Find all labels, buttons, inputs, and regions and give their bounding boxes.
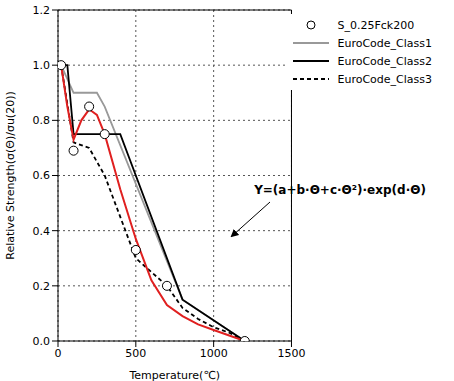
- svg-text:0.8: 0.8: [33, 114, 51, 127]
- html-text:EuroCode_Class2: EuroCode_Class2: [337, 54, 432, 68]
- svg-text:1.0: 1.0: [33, 59, 51, 72]
- html-text:S_0.25Fck200: S_0.25Fck200: [337, 18, 415, 32]
- svg-text:500: 500: [125, 347, 146, 360]
- svg-text:0.4: 0.4: [33, 225, 51, 238]
- svg-text:1.2: 1.2: [33, 4, 51, 17]
- svg-text:0: 0: [55, 347, 62, 360]
- svg-text:Relative Strength(σ(Θ)/σu(20)): Relative Strength(σ(Θ)/σu(20)): [8, 91, 17, 259]
- svg-text:1000: 1000: [200, 347, 228, 360]
- svg-text:1500: 1500: [277, 347, 305, 360]
- svg-text:0.0: 0.0: [33, 335, 51, 348]
- html-text:EuroCode_Class1: EuroCode_Class1: [337, 36, 432, 50]
- svg-text:Y=(a+b·Θ+c·Θ²)·exp(d·Θ): Y=(a+b·Θ+c·Θ²)·exp(d·Θ): [253, 183, 426, 197]
- svg-text:0.2: 0.2: [33, 280, 51, 293]
- svg-text:Temperature(℃): Temperature(℃): [128, 369, 220, 381]
- html-text:EuroCode_Class3: EuroCode_Class3: [337, 72, 432, 86]
- svg-text:0.6: 0.6: [33, 169, 51, 182]
